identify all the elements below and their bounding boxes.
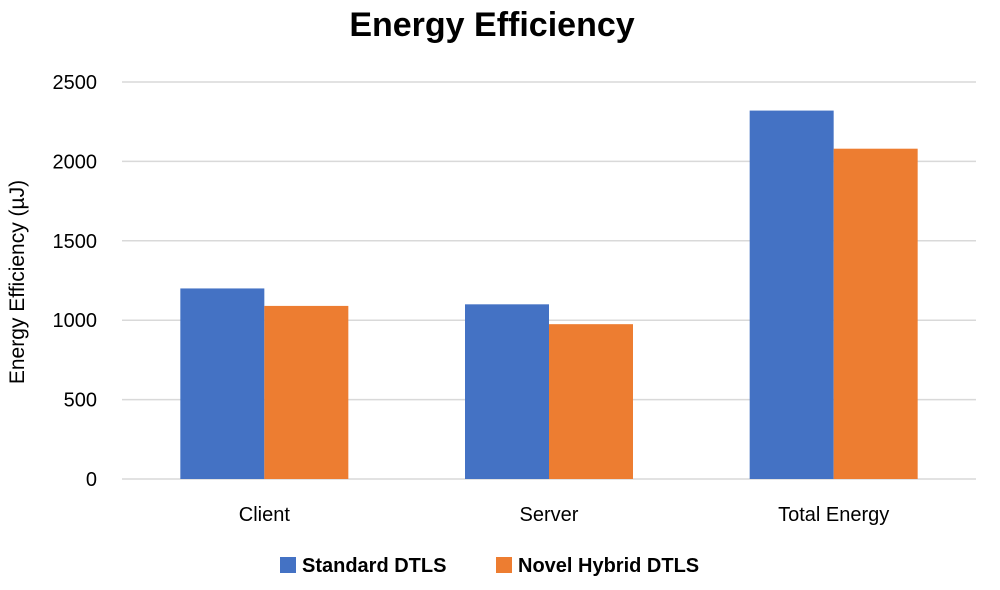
legend-label-standard-dtls: Standard DTLS bbox=[302, 555, 446, 577]
x-tick-label-server: Server bbox=[520, 504, 579, 526]
legend: Standard DTLS Novel Hybrid DTLS bbox=[280, 555, 699, 577]
bar-total-energy-standard-dtls bbox=[749, 110, 834, 480]
legend-swatch-standard-dtls bbox=[280, 557, 296, 573]
x-axis-ticks: Client Server Total Energy bbox=[239, 504, 889, 526]
bar-client-standard-dtls bbox=[180, 288, 265, 479]
y-tick-label-2000: 2000 bbox=[53, 151, 98, 173]
legend-label-novel-hybrid-dtls: Novel Hybrid DTLS bbox=[518, 555, 699, 577]
chart-title: Energy Efficiency bbox=[349, 6, 634, 44]
x-tick-label-client: Client bbox=[239, 504, 291, 526]
y-tick-label-1000: 1000 bbox=[53, 310, 98, 332]
bar-client-novel-hybrid-dtls bbox=[264, 305, 349, 479]
y-tick-label-2500: 2500 bbox=[53, 72, 98, 94]
y-tick-label-500: 500 bbox=[64, 390, 97, 412]
y-axis-label: Energy Efficiency (µJ) bbox=[6, 180, 29, 384]
x-tick-label-total-energy: Total Energy bbox=[778, 504, 889, 526]
bar-server-standard-dtls bbox=[465, 304, 549, 479]
legend-swatch-novel-hybrid-dtls bbox=[496, 557, 512, 573]
bar-total-energy-novel-hybrid-dtls bbox=[833, 148, 918, 480]
y-axis-ticks: 0 500 1000 1500 2000 2500 bbox=[53, 72, 98, 491]
y-tick-label-0: 0 bbox=[86, 469, 97, 491]
y-tick-label-1500: 1500 bbox=[53, 231, 98, 253]
bars bbox=[180, 110, 918, 480]
bar-server-novel-hybrid-dtls bbox=[549, 324, 633, 479]
